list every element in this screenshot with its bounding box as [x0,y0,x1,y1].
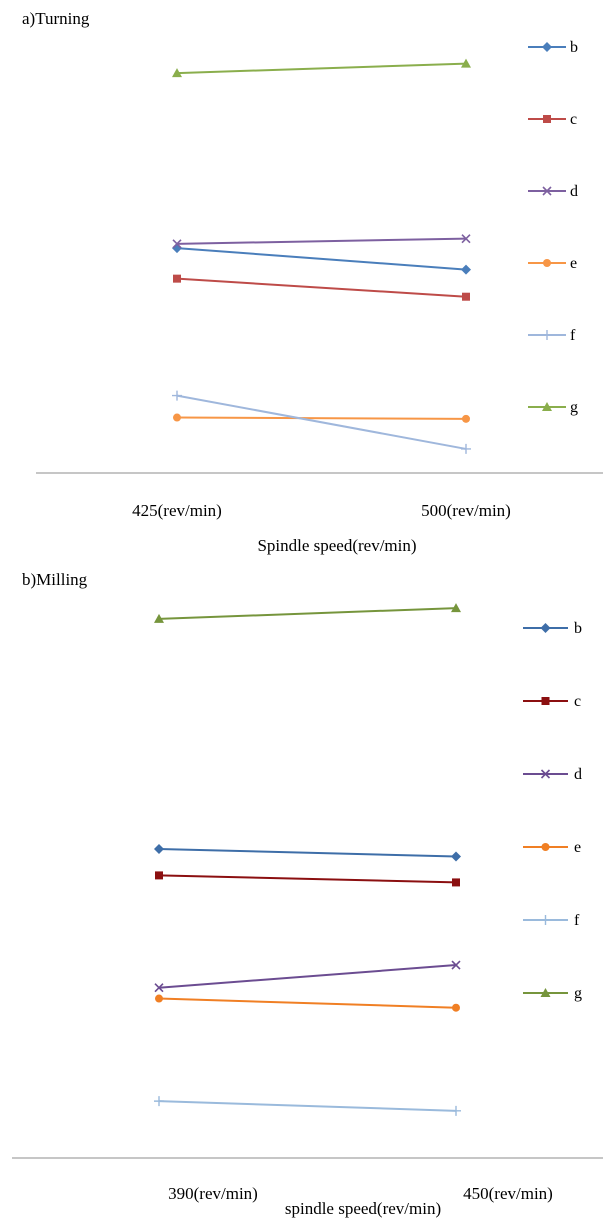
turning-series-d-line [176,237,467,245]
milling-series-b-point-0 [154,843,164,854]
turning-x-tick-label-1: 500(rev/min) [421,501,511,520]
milling-x-axis-title: spindle speed(rev/min) [285,1199,441,1218]
turning-legend-label-g: g [570,399,578,416]
milling-legend-marker-f [540,915,551,925]
turning-series-b-line [176,247,467,271]
milling-legend-marker-d [540,769,551,779]
turning-series-c-point-1 [462,292,470,301]
turning-x-tick-label-0: 425(rev/min) [132,501,222,520]
turning-legend-marker-g [542,402,552,411]
milling-series-g-line [158,607,457,620]
turning-series-e-line [176,416,467,420]
milling-legend-marker-g [540,988,551,997]
milling-plot-area [154,603,461,1116]
milling-series-g-point-0 [154,613,164,623]
milling-series-f-point-0 [154,1096,164,1107]
milling-x-tick-label-0: 390(rev/min) [168,1184,258,1203]
milling-series-d-point-0 [154,983,164,993]
turning-legend-label-e: e [570,255,577,272]
milling-series-f-line [158,1100,457,1112]
milling-legend-label-d: d [574,766,582,783]
turning-series-c-point-0 [173,274,181,283]
turning-x-axis-title: Spindle speed(rev/min) [257,536,416,555]
turning-legend-marker-b [542,42,552,52]
turning-series-f-line [176,394,467,450]
milling-legend-label-c: c [574,693,581,710]
turning-legend-marker-e [543,259,551,267]
milling-x-tick-label-1: 450(rev/min) [463,1184,553,1203]
turning-series-g-point-0 [172,68,182,78]
milling-legend: b c d e f g [523,620,582,1002]
turning-series-b-point-1 [461,264,471,275]
turning-series-d-point-0 [172,239,182,249]
milling-legend-label-e: e [574,839,581,856]
turning-legend-label-c: c [570,111,577,128]
milling-chart: b)Milling 390(rev/min) 450(rev/min) spin… [12,570,603,1218]
milling-series-c-line [158,874,457,884]
turning-legend-label-f: f [570,327,576,344]
turning-series-e-point-0 [173,413,181,422]
turning-series-e-point-1 [462,414,470,423]
turning-series-d-point-1 [461,234,471,244]
turning-series-c-line [176,277,467,298]
turning-series-f-point-1 [461,443,471,454]
turning-legend-label-d: d [570,183,578,200]
milling-series-c-point-1 [452,878,460,887]
milling-series-d-point-1 [451,960,461,970]
turning-legend-marker-d [542,186,552,196]
milling-series-b-point-1 [451,851,461,862]
milling-series-f-point-1 [451,1105,461,1116]
milling-series-g-point-1 [451,603,461,613]
milling-series-d-line [158,964,457,989]
milling-series-e-point-0 [155,994,163,1003]
turning-chart-title: a)Turning [22,9,90,28]
milling-series-b-line [158,847,457,858]
turning-series-g-point-1 [461,58,471,68]
milling-legend-marker-c [541,697,550,705]
turning-series-g-line [176,62,467,75]
milling-legend-marker-e [541,843,550,851]
milling-series-c-point-0 [155,871,163,880]
turning-chart: a)Turning 425(rev/min) 500(rev/min) Spin… [22,9,603,555]
turning-series-f-point-0 [172,390,182,401]
milling-series-e-point-1 [452,1003,460,1012]
milling-legend-label-b: b [574,620,582,637]
milling-chart-title: b)Milling [22,570,88,589]
turning-legend-marker-c [543,115,551,123]
turning-plot-area [172,58,471,454]
milling-legend-label-g: g [574,985,582,1002]
milling-legend-label-f: f [574,912,580,929]
milling-legend-marker-b [540,623,551,633]
milling-series-e-line [158,997,457,1009]
turning-legend-marker-f [542,330,552,340]
turning-legend: b c d e f g [528,39,578,416]
turning-legend-label-b: b [570,39,578,56]
